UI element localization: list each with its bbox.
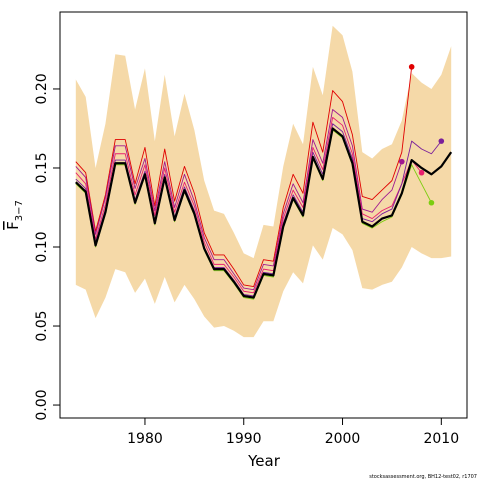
series-line xyxy=(75,109,403,291)
series-line xyxy=(75,129,432,300)
end-marker xyxy=(438,138,445,144)
series-line xyxy=(75,66,413,287)
footer: stocksassessment.org, BH12-test02, r1707 xyxy=(369,474,477,480)
x-tick-label: 1990 xyxy=(226,431,262,447)
x-tick-label: 2000 xyxy=(325,431,361,447)
x-axis-label: Year xyxy=(247,452,281,470)
plot-area xyxy=(75,25,453,338)
y-axis-label: F3−7 xyxy=(4,200,25,230)
x-tick-label: 1980 xyxy=(127,431,163,447)
series-line xyxy=(75,127,453,299)
y-label-subscript: 3−7 xyxy=(14,200,25,221)
confidence-band xyxy=(75,25,452,338)
y-tick-label: 0.15 xyxy=(34,152,50,183)
y-tick-label: 0.05 xyxy=(34,310,50,341)
end-marker xyxy=(399,158,405,165)
end-marker xyxy=(418,169,425,176)
y-tick-label: 0.20 xyxy=(34,73,50,104)
plot-frame xyxy=(59,11,468,419)
end-marker xyxy=(408,64,415,70)
y-label-symbol: F xyxy=(4,221,22,230)
y-tick-label: 0.00 xyxy=(34,389,50,420)
end-marker xyxy=(428,199,435,206)
x-tick-label: 2010 xyxy=(423,431,459,447)
y-tick-label: 0.10 xyxy=(34,231,50,262)
series-line xyxy=(75,116,422,294)
